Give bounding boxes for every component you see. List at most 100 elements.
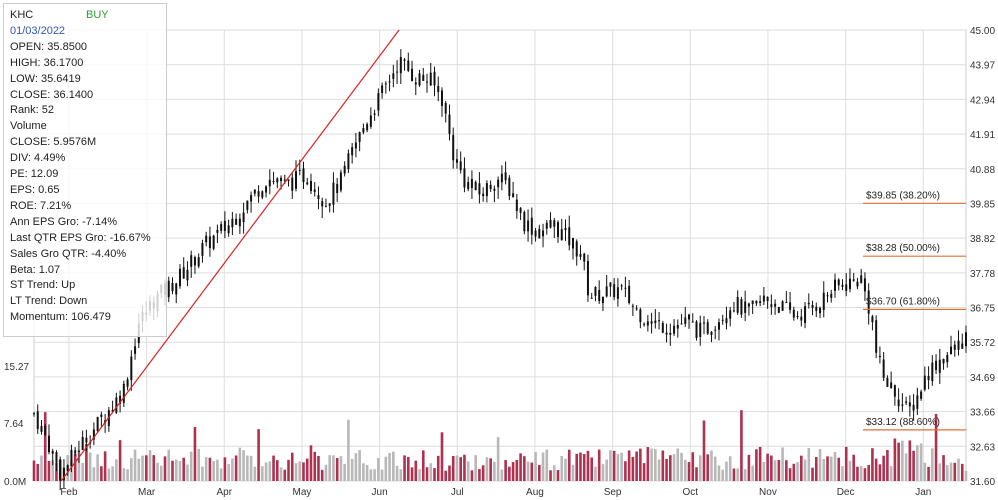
volume-bar xyxy=(912,450,915,481)
stat-line: PE: 12.09 xyxy=(10,168,59,181)
symbol-row: KHC BUY xyxy=(10,8,166,24)
volume-bar xyxy=(923,462,927,481)
candle-body xyxy=(381,85,384,93)
candle-body xyxy=(545,222,548,229)
candle-body xyxy=(688,314,691,320)
volume-bar xyxy=(279,467,283,481)
candle-body xyxy=(328,203,331,206)
volume-bar xyxy=(414,460,418,481)
fib-level-label: $33.12 (88.60%) xyxy=(866,417,940,428)
x-tick-label: Sep xyxy=(604,487,622,498)
volume-bar xyxy=(631,456,635,481)
volume-bar xyxy=(680,452,683,481)
volume-bar xyxy=(234,455,238,481)
candle-body xyxy=(523,211,526,232)
candle-body xyxy=(710,331,713,335)
candle-body xyxy=(643,323,646,325)
volume-bar xyxy=(489,458,492,481)
volume-bar xyxy=(313,451,317,481)
volume-bar xyxy=(399,469,403,481)
volume-bar xyxy=(287,459,290,481)
volume-bar xyxy=(609,450,612,481)
volume-bar xyxy=(309,445,313,481)
candle-body xyxy=(55,452,58,463)
candle-body xyxy=(923,375,926,390)
x-tick-label: Oct xyxy=(683,487,699,498)
candle-body xyxy=(433,71,436,86)
volume-bar xyxy=(425,467,429,481)
volume-bar xyxy=(186,464,189,481)
candle-body xyxy=(841,284,844,287)
volume-bar xyxy=(328,455,331,481)
volume-bar xyxy=(362,463,365,481)
candle-body xyxy=(489,184,492,189)
candle-body xyxy=(418,73,421,86)
volume-bar xyxy=(545,449,549,481)
candle-body xyxy=(609,282,612,287)
candle-body xyxy=(36,411,39,430)
candle-body xyxy=(725,318,728,324)
candle-body xyxy=(313,189,316,192)
volume-bar xyxy=(137,458,141,481)
volume-bar xyxy=(354,453,358,481)
candle-body xyxy=(81,437,84,450)
candle-body xyxy=(59,459,62,480)
volume-bar xyxy=(953,462,957,481)
volume-bar xyxy=(597,449,601,481)
volume-bar xyxy=(167,449,171,481)
volume-bar xyxy=(590,457,594,481)
volume-bar xyxy=(848,460,852,481)
candle-body xyxy=(736,296,739,313)
volume-bar xyxy=(463,454,466,481)
candle-body xyxy=(875,320,878,353)
volume-bar xyxy=(904,453,908,481)
candle-body xyxy=(699,322,702,337)
candle-body xyxy=(193,257,196,266)
volume-bar xyxy=(687,462,691,481)
x-tick-label: Mar xyxy=(138,487,156,498)
volume-bar xyxy=(781,447,784,481)
volume-bar xyxy=(560,455,564,481)
candle-body xyxy=(366,124,369,131)
grid xyxy=(33,29,967,482)
volume-bar xyxy=(440,432,444,481)
candle-body xyxy=(811,305,814,308)
candle-body xyxy=(729,310,732,319)
candle-body xyxy=(407,60,410,71)
volume-bar xyxy=(841,466,844,481)
fib-level-label: $36.70 (61.80%) xyxy=(866,296,940,307)
volume-bar xyxy=(856,466,859,481)
candle-body xyxy=(631,305,634,307)
x-tick-label: Dec xyxy=(837,487,855,498)
volume-bar xyxy=(246,455,249,481)
volume-bar xyxy=(601,464,605,481)
candle-body xyxy=(336,183,339,193)
candle-body xyxy=(905,401,908,403)
candle-body xyxy=(800,316,803,321)
candle-body xyxy=(246,200,249,210)
candle-body xyxy=(235,218,238,225)
volume-bar xyxy=(785,460,788,481)
candle-body xyxy=(130,356,133,381)
candle-body xyxy=(822,292,825,310)
volume-bar xyxy=(792,463,796,481)
volume-bar xyxy=(844,446,848,481)
candle-body xyxy=(931,362,934,382)
stat-line: HIGH: 36.1700 xyxy=(10,56,84,69)
candle-body xyxy=(564,227,567,231)
volume-bar xyxy=(762,461,766,481)
stat-line: ROE: 7.21% xyxy=(10,199,72,212)
candle-body xyxy=(935,360,938,371)
volume-bar xyxy=(320,469,324,481)
candle-body xyxy=(44,425,47,436)
candle-body xyxy=(478,183,481,195)
volume-bar xyxy=(122,468,126,481)
y-tick-label: 43.97 xyxy=(970,61,995,72)
volume-bar xyxy=(747,454,751,481)
candle-body xyxy=(605,286,608,297)
volume-bar xyxy=(421,450,425,481)
candle-body xyxy=(534,230,537,237)
trendline xyxy=(60,29,400,482)
volume-bar xyxy=(691,452,695,481)
candle-body xyxy=(542,230,545,237)
